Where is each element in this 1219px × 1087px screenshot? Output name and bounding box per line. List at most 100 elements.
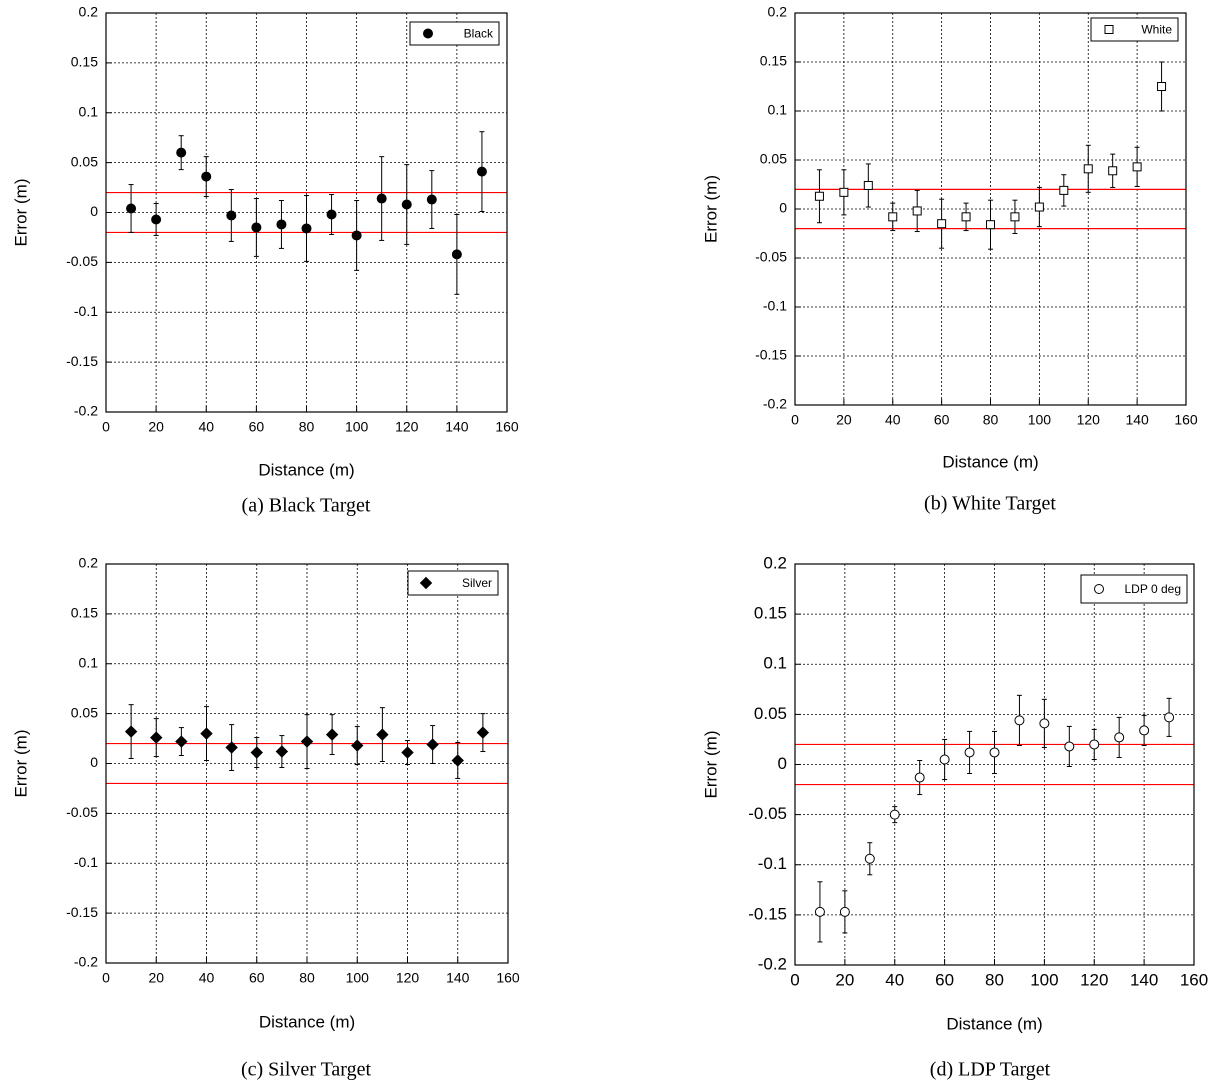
marker [300,735,314,748]
marker [326,209,337,220]
marker [126,203,137,214]
marker [814,906,825,917]
y-tick-label: 0.05 [71,704,98,720]
marker [351,739,364,752]
x-tick-label: 140 [445,419,469,435]
marker [939,754,950,765]
marker [914,772,925,783]
marker [986,220,995,230]
x-tick-label: 60 [249,970,265,986]
marker [401,746,414,759]
y-tick-label: 0 [90,203,98,219]
marker [937,219,947,229]
x-tick-label: 120 [396,970,420,986]
marker [226,210,237,221]
y-tick-label: -0.2 [763,396,787,412]
y-tick-label: 0.1 [768,102,788,118]
y-tick-label: -0.05 [66,804,98,820]
marker [426,194,437,205]
y-tick-label: 0.15 [71,54,98,70]
marker [1089,739,1100,750]
legend-box [407,570,499,596]
x-tick-label: 40 [199,970,215,986]
y-tick-label: 0.15 [71,605,98,621]
x-tick-label: 100 [345,419,369,435]
x-tick-label: 40 [885,412,901,428]
marker [124,725,138,738]
marker [476,166,487,177]
x-tick-label: 160 [495,419,519,435]
y-tick-label: 0 [778,754,787,773]
marker [301,223,312,234]
marker [1164,712,1175,723]
y-tick-label: -0.15 [755,347,787,363]
y-tick-label: 0.1 [79,654,99,670]
x-tick-label: 100 [346,970,370,986]
marker [276,219,287,230]
x-tick-label: 0 [791,412,799,428]
marker [201,171,212,182]
y-tick-label: -0.05 [66,253,98,269]
y-tick-label: 0.1 [763,654,787,673]
marker [426,738,439,751]
legend-label: Black [464,27,494,41]
marker [1114,732,1125,743]
marker [839,906,850,917]
x-tick-label: 140 [1130,970,1158,989]
x-tick-label: 20 [835,970,854,989]
plot-frame [105,12,508,413]
marker [814,191,824,201]
x-tick-label: 20 [836,412,852,428]
marker [888,212,898,222]
marker [325,728,339,741]
y-tick-label: -0.05 [755,249,787,265]
y-tick-label: 0 [90,754,98,770]
marker [151,214,162,225]
caption: (a) Black Target [242,495,371,517]
x-tick-label: 80 [299,419,315,435]
caption: (c) Silver Target [241,1059,371,1081]
y-tick-label: 0.15 [760,53,787,69]
x-tick-label: 120 [1077,412,1101,428]
y-tick-label: -0.15 [748,904,787,923]
legend-box [1090,17,1179,42]
y-tick-label: -0.15 [66,353,98,369]
y-tick-label: 0.2 [79,4,99,20]
marker [889,809,900,820]
marker [150,731,163,744]
panel: -0.2 -0.15 -0.1 -0.05 0 0.05 0.1 0.15 0.2 0 20 40 60… [11,4,518,517]
x-tick-label: 100 [1028,412,1052,428]
y-tick-label: 0.15 [754,604,787,623]
y-tick-label: -0.2 [74,954,98,970]
marker [451,754,464,767]
marker [451,249,462,260]
x-tick-label: 20 [148,970,164,986]
x-tick-label: 60 [934,412,950,428]
y-tick-label: 0.2 [763,553,787,572]
marker [200,727,213,740]
y-axis-label: Error (m) [701,175,720,243]
y-tick-label: -0.2 [74,403,98,419]
marker [1039,718,1050,729]
y-tick-label: 0.2 [768,4,788,20]
x-axis-label: Distance (m) [946,1014,1042,1033]
marker [376,728,389,741]
x-tick-label: 100 [1030,970,1058,989]
plot-frame [794,563,1195,966]
y-tick-label: 0.05 [760,151,787,167]
marker [1064,741,1075,752]
plot-frame [794,12,1187,406]
marker [1108,166,1118,176]
y-tick-label: -0.2 [758,954,787,973]
legend-label: Silver [462,576,492,590]
x-tick-label: 140 [446,970,470,986]
marker [251,222,262,233]
legend-box [409,21,500,46]
marker [419,576,433,590]
x-tick-label: 80 [299,970,315,986]
marker [225,741,238,754]
marker [1132,162,1142,172]
legend: Silver [407,570,499,596]
